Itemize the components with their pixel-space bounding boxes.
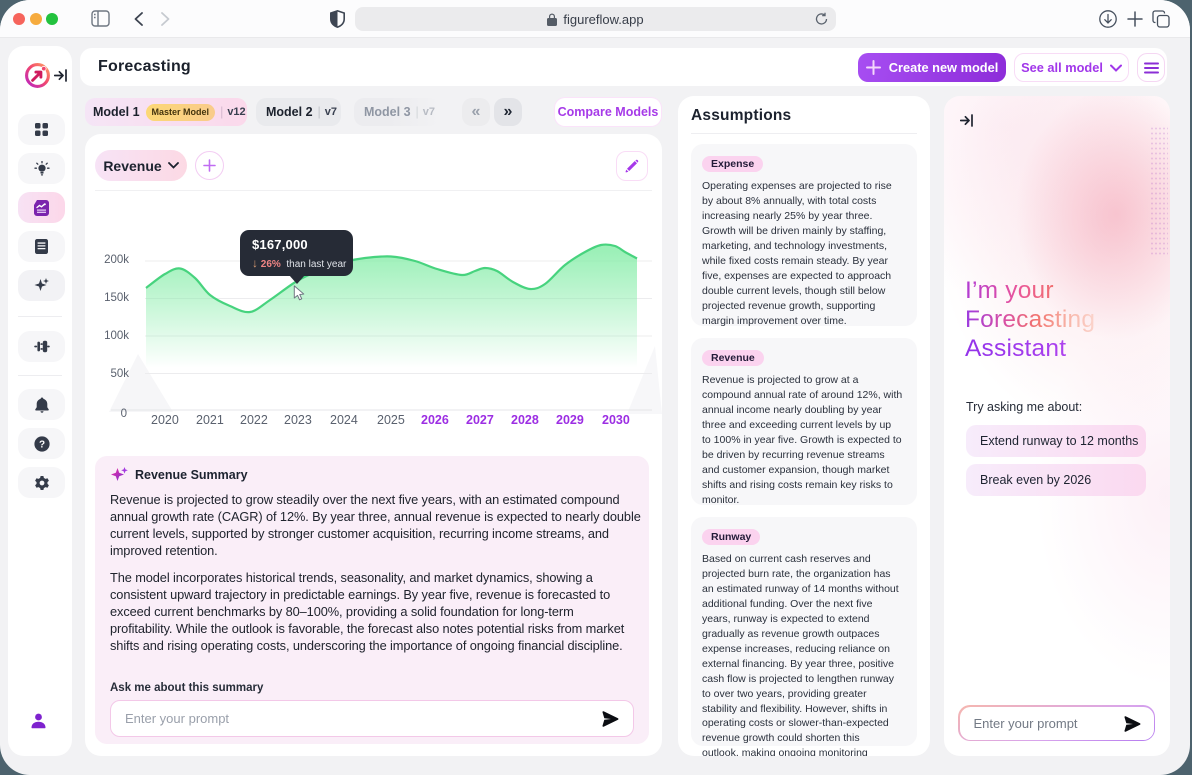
svg-text:?: ?	[38, 439, 44, 450]
